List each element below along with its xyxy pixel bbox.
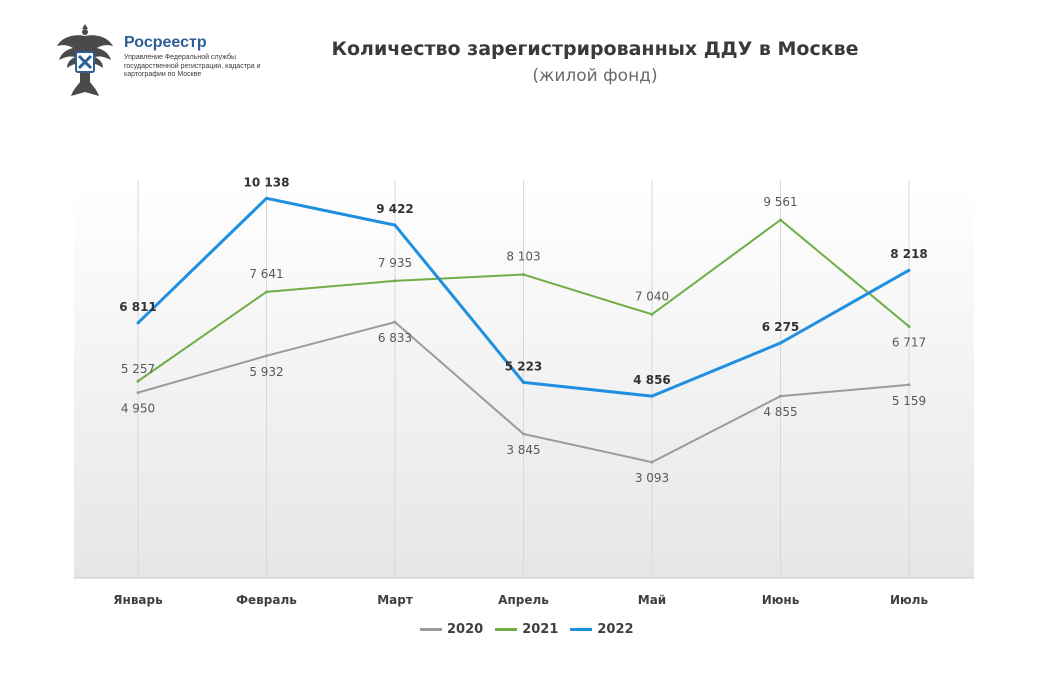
x-tick-labels: Январь Февраль Март Апрель Май Июнь Июль	[113, 593, 928, 607]
point-2021-6	[907, 324, 911, 328]
point-2022-4	[650, 394, 654, 398]
point-2021-1	[265, 290, 268, 294]
legend-swatch-2020	[420, 627, 442, 631]
point-2021-2	[393, 279, 397, 283]
rosreestr-eagle-logo-icon	[57, 24, 113, 96]
data-label-2022-3: 5 223	[505, 359, 543, 373]
data-label-2022-6: 8 218	[890, 247, 928, 261]
data-label-2021-1: 7 641	[249, 267, 283, 281]
data-label-2022-1: 10 138	[244, 175, 290, 189]
org-description: Управление Федеральной службы государств…	[124, 54, 261, 78]
data-label-2020-3: 3 845	[506, 443, 540, 457]
data-label-2022-2: 9 422	[376, 202, 414, 216]
x-tick-label-0: Январь	[113, 593, 163, 607]
point-2020-3	[522, 432, 525, 436]
gridlines	[137, 180, 910, 578]
legend-swatch-2022	[570, 627, 593, 631]
x-tick-label-2: Март	[377, 593, 413, 607]
data-label-2020-4: 3 093	[635, 471, 669, 485]
x-tick-label-4: Май	[638, 593, 666, 607]
point-2022-6	[907, 268, 911, 272]
legend-item-2020: 2020	[420, 622, 483, 637]
point-2020-0	[136, 391, 140, 395]
data-label-2021-6: 6 717	[892, 335, 926, 349]
x-tick-label-6: Июль	[890, 593, 928, 607]
point-2020-1	[265, 354, 268, 358]
x-tick-label-5: Июнь	[762, 593, 800, 607]
data-label-2021-2: 7 935	[378, 256, 412, 270]
data-label-2021-4: 7 040	[635, 289, 669, 303]
org-block: Росреестр Управление Федеральной службы …	[124, 34, 284, 80]
point-2020-5	[779, 394, 782, 398]
point-2021-5	[779, 218, 782, 222]
data-label-2022-5: 6 275	[762, 320, 800, 334]
point-2021-0	[136, 379, 140, 383]
point-2022-5	[779, 341, 782, 345]
point-2021-4	[650, 312, 654, 316]
data-label-2022-0: 6 811	[119, 300, 157, 314]
point-2021-3	[522, 273, 525, 277]
point-2020-4	[650, 460, 654, 464]
point-2020-2	[393, 320, 397, 324]
data-labels-layer: 4 950 5 932 6 833 3 845 3 093 4 855 5 159 5 257…	[119, 175, 928, 485]
data-label-2020-5: 4 855	[763, 405, 797, 419]
point-2022-3	[522, 380, 525, 384]
legend-item-2022: 2022	[570, 621, 634, 637]
org-name: Росреестр	[124, 34, 207, 51]
data-label-2020-1: 5 932	[249, 365, 283, 379]
legend: 2020 2021 2022	[420, 619, 646, 639]
data-label-2020-2: 6 833	[378, 331, 412, 345]
x-tick-label-1: Февраль	[236, 593, 297, 607]
data-label-2021-5: 9 561	[763, 195, 797, 209]
legend-label-2022: 2022	[597, 621, 634, 637]
x-tick-label-3: Апрель	[498, 593, 549, 607]
legend-item-2021: 2021	[495, 622, 558, 637]
chart-title: Количество зарегистрированных ДДУ в Моск…	[331, 38, 859, 60]
data-label-2020-6: 5 159	[892, 394, 926, 408]
point-2022-1	[265, 196, 268, 200]
data-label-2021-0: 5 257	[121, 362, 155, 376]
data-label-2020-0: 4 950	[121, 402, 155, 416]
point-2020-6	[907, 383, 911, 387]
data-label-2021-3: 8 103	[506, 250, 540, 264]
chart-subtitle: (жилой фонд)	[532, 66, 658, 86]
point-2022-2	[393, 223, 397, 227]
point-2022-0	[136, 321, 140, 325]
legend-label-2021: 2021	[522, 621, 559, 637]
legend-swatch-2021	[495, 627, 518, 631]
legend-label-2020: 2020	[447, 621, 484, 637]
series-layer	[136, 196, 911, 464]
data-label-2022-4: 4 856	[633, 373, 671, 387]
